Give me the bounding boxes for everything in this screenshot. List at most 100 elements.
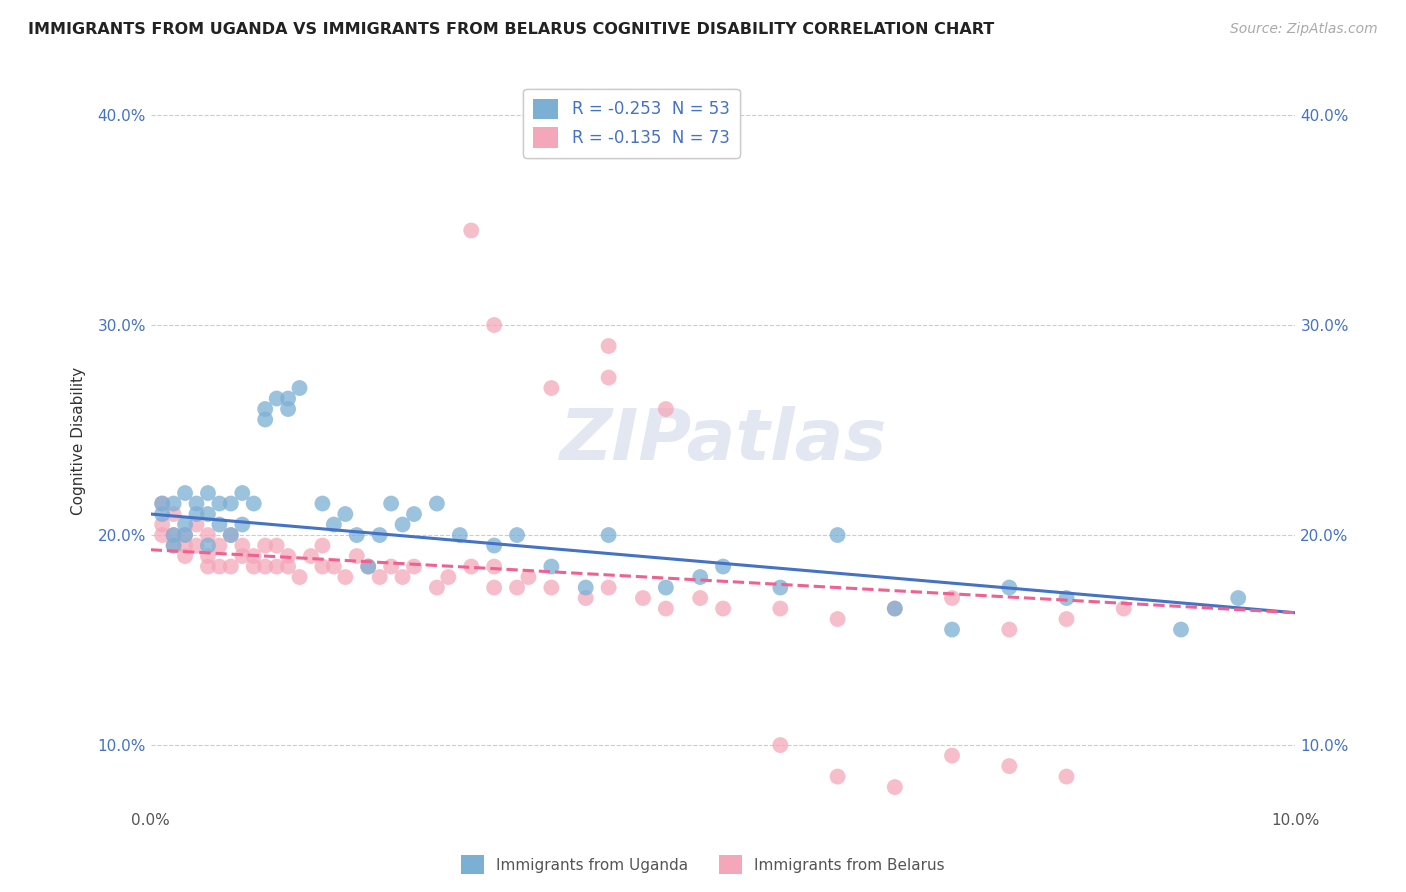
Point — [174, 549, 197, 563]
Point — [208, 559, 231, 574]
Point — [827, 612, 849, 626]
Point — [254, 412, 277, 426]
Point — [186, 517, 208, 532]
Point — [883, 601, 905, 615]
Point — [174, 528, 197, 542]
Point — [598, 528, 620, 542]
Point — [883, 601, 905, 615]
Point — [506, 528, 529, 542]
Point — [998, 581, 1021, 595]
Point — [380, 559, 402, 574]
Point — [242, 559, 264, 574]
Point — [540, 381, 562, 395]
Point — [150, 507, 173, 521]
Point — [368, 528, 391, 542]
Point — [426, 497, 449, 511]
Point — [197, 539, 219, 553]
Point — [655, 402, 678, 417]
Point — [506, 581, 529, 595]
Point — [186, 497, 208, 511]
Point — [162, 539, 184, 553]
Point — [266, 392, 288, 406]
Point — [346, 549, 368, 563]
Point — [941, 591, 963, 605]
Point — [186, 507, 208, 521]
Point — [254, 402, 277, 417]
Point — [998, 759, 1021, 773]
Point — [1056, 612, 1078, 626]
Point — [174, 486, 197, 500]
Point — [689, 591, 711, 605]
Point — [540, 559, 562, 574]
Point — [482, 318, 505, 332]
Point — [769, 581, 792, 595]
Point — [231, 539, 253, 553]
Point — [150, 528, 173, 542]
Point — [219, 528, 242, 542]
Point — [150, 497, 173, 511]
Point — [941, 748, 963, 763]
Legend: Immigrants from Uganda, Immigrants from Belarus: Immigrants from Uganda, Immigrants from … — [456, 849, 950, 880]
Point — [575, 591, 598, 605]
Point — [598, 339, 620, 353]
Point — [266, 559, 288, 574]
Point — [631, 591, 654, 605]
Point — [711, 601, 734, 615]
Y-axis label: Cognitive Disability: Cognitive Disability — [72, 367, 86, 515]
Point — [1227, 591, 1250, 605]
Point — [162, 528, 184, 542]
Point — [827, 770, 849, 784]
Point — [174, 539, 197, 553]
Point — [711, 559, 734, 574]
Point — [197, 528, 219, 542]
Point — [197, 559, 219, 574]
Point — [150, 517, 173, 532]
Point — [186, 539, 208, 553]
Point — [208, 539, 231, 553]
Point — [322, 517, 344, 532]
Point — [402, 507, 425, 521]
Point — [311, 539, 333, 553]
Point — [299, 549, 322, 563]
Point — [769, 601, 792, 615]
Point — [883, 780, 905, 794]
Point — [208, 497, 231, 511]
Point — [219, 528, 242, 542]
Point — [162, 528, 184, 542]
Point — [266, 539, 288, 553]
Point — [827, 528, 849, 542]
Text: IMMIGRANTS FROM UGANDA VS IMMIGRANTS FROM BELARUS COGNITIVE DISABILITY CORRELATI: IMMIGRANTS FROM UGANDA VS IMMIGRANTS FRO… — [28, 22, 994, 37]
Point — [311, 559, 333, 574]
Legend: R = -0.253  N = 53, R = -0.135  N = 73: R = -0.253 N = 53, R = -0.135 N = 73 — [523, 88, 740, 158]
Point — [482, 559, 505, 574]
Point — [655, 581, 678, 595]
Point — [231, 549, 253, 563]
Point — [150, 497, 173, 511]
Point — [231, 517, 253, 532]
Point — [288, 381, 311, 395]
Point — [769, 738, 792, 752]
Point — [197, 486, 219, 500]
Point — [242, 549, 264, 563]
Point — [174, 528, 197, 542]
Point — [1056, 770, 1078, 784]
Point — [277, 392, 299, 406]
Point — [219, 497, 242, 511]
Point — [346, 528, 368, 542]
Point — [1170, 623, 1192, 637]
Point — [208, 517, 231, 532]
Point — [162, 497, 184, 511]
Point — [277, 549, 299, 563]
Point — [197, 507, 219, 521]
Point — [460, 559, 482, 574]
Point — [162, 539, 184, 553]
Point — [380, 497, 402, 511]
Point — [242, 497, 264, 511]
Point — [426, 581, 449, 595]
Point — [540, 581, 562, 595]
Point — [391, 517, 413, 532]
Point — [655, 601, 678, 615]
Point — [322, 559, 344, 574]
Text: Source: ZipAtlas.com: Source: ZipAtlas.com — [1230, 22, 1378, 37]
Point — [598, 581, 620, 595]
